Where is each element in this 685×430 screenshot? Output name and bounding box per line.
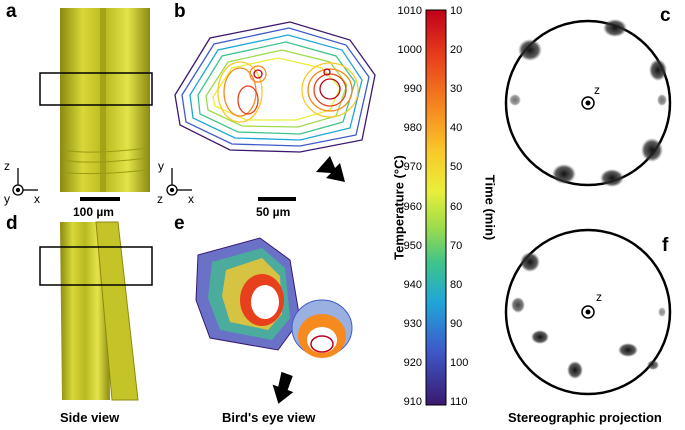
colorbar-temperature-title: Temperature (°C) <box>391 155 407 260</box>
colorbar-time-title: Time (min) <box>482 174 498 241</box>
colorbar-time-tick: 90 <box>450 317 463 330</box>
panel-a-axis-y: y <box>4 192 10 206</box>
colorbar-temp-tick: 990 <box>403 83 422 96</box>
colorbar-temp-tick: 950 <box>403 239 422 252</box>
panel-d-roi-box <box>39 246 153 286</box>
panel-a-axes-icon <box>12 168 38 196</box>
colorbar-time-tick: 100 <box>450 356 469 369</box>
panel-b-arrow <box>316 156 345 182</box>
colorbar-time-tick: 30 <box>450 83 463 96</box>
panel-b-axis-y: y <box>158 159 164 173</box>
panel-label-a: a <box>6 1 17 22</box>
caption-stereographic-projection: Stereographic projection <box>508 410 662 425</box>
colorbar-temp-tick: 1000 <box>397 44 422 57</box>
colorbar-time-tick: 10 <box>450 5 463 17</box>
panel-label-f: f <box>662 235 669 256</box>
panel-c-pole-marker <box>581 96 595 110</box>
colorbar-temp-tick: 1010 <box>397 5 422 17</box>
colorbar-temp-tick: 980 <box>403 122 422 135</box>
colorbar-time-tick: 60 <box>450 200 463 213</box>
panel-a-scale-bar <box>80 197 120 201</box>
caption-side-view: Side view <box>60 410 120 425</box>
colorbar-temp-tick: 970 <box>403 161 422 174</box>
panel-a-axis-x: x <box>34 192 40 206</box>
caption-birds-eye-view: Bird's eye view <box>222 410 316 425</box>
colorbar-time-tick: 80 <box>450 278 463 291</box>
panel-f-pole-marker <box>581 305 595 319</box>
colorbar-time-tick: 40 <box>450 122 463 135</box>
panel-e-arrow <box>272 371 294 404</box>
colorbar-temp-tick: 920 <box>403 356 422 369</box>
panel-label-d: d <box>6 213 18 234</box>
panel-a-scale-label: 100 µm <box>73 205 114 219</box>
panel-label-c: c <box>660 5 671 26</box>
panel-c-stereonet <box>504 19 672 187</box>
panel-b-scale-bar <box>258 197 296 201</box>
panel-e-3d-view <box>195 237 353 358</box>
panel-a-roi-box <box>39 72 153 106</box>
panel-f-pole-label: z <box>596 290 602 304</box>
panel-label-e: e <box>174 213 185 234</box>
colorbar-time-tick: 110 <box>450 396 468 408</box>
panel-label-b: b <box>174 1 186 22</box>
colorbar-time-tick: 20 <box>450 44 463 57</box>
panel-b-axis-z: z <box>157 192 163 206</box>
colorbar-temp-tick: 910 <box>403 396 422 408</box>
panel-a-axis-z: z <box>4 159 10 173</box>
panel-a-fiber-image <box>39 8 153 192</box>
colorbar-temp-tick: 940 <box>403 278 422 291</box>
colorbar-time-tick: 50 <box>450 161 463 174</box>
colorbar <box>425 9 447 406</box>
panel-f-stereonet <box>504 228 672 396</box>
panel-b-axis-x: x <box>188 192 194 206</box>
panel-b-scale-label: 50 µm <box>256 205 291 219</box>
panel-b-axes-icon <box>166 168 192 196</box>
colorbar-time-tick: 70 <box>450 239 463 252</box>
colorbar-temp-tick: 930 <box>403 317 422 330</box>
panel-c-pole-label: z <box>594 83 600 97</box>
panel-d-fiber-image <box>39 221 153 401</box>
colorbar-temp-tick: 960 <box>403 200 422 213</box>
panel-b-contour-map <box>174 21 376 153</box>
